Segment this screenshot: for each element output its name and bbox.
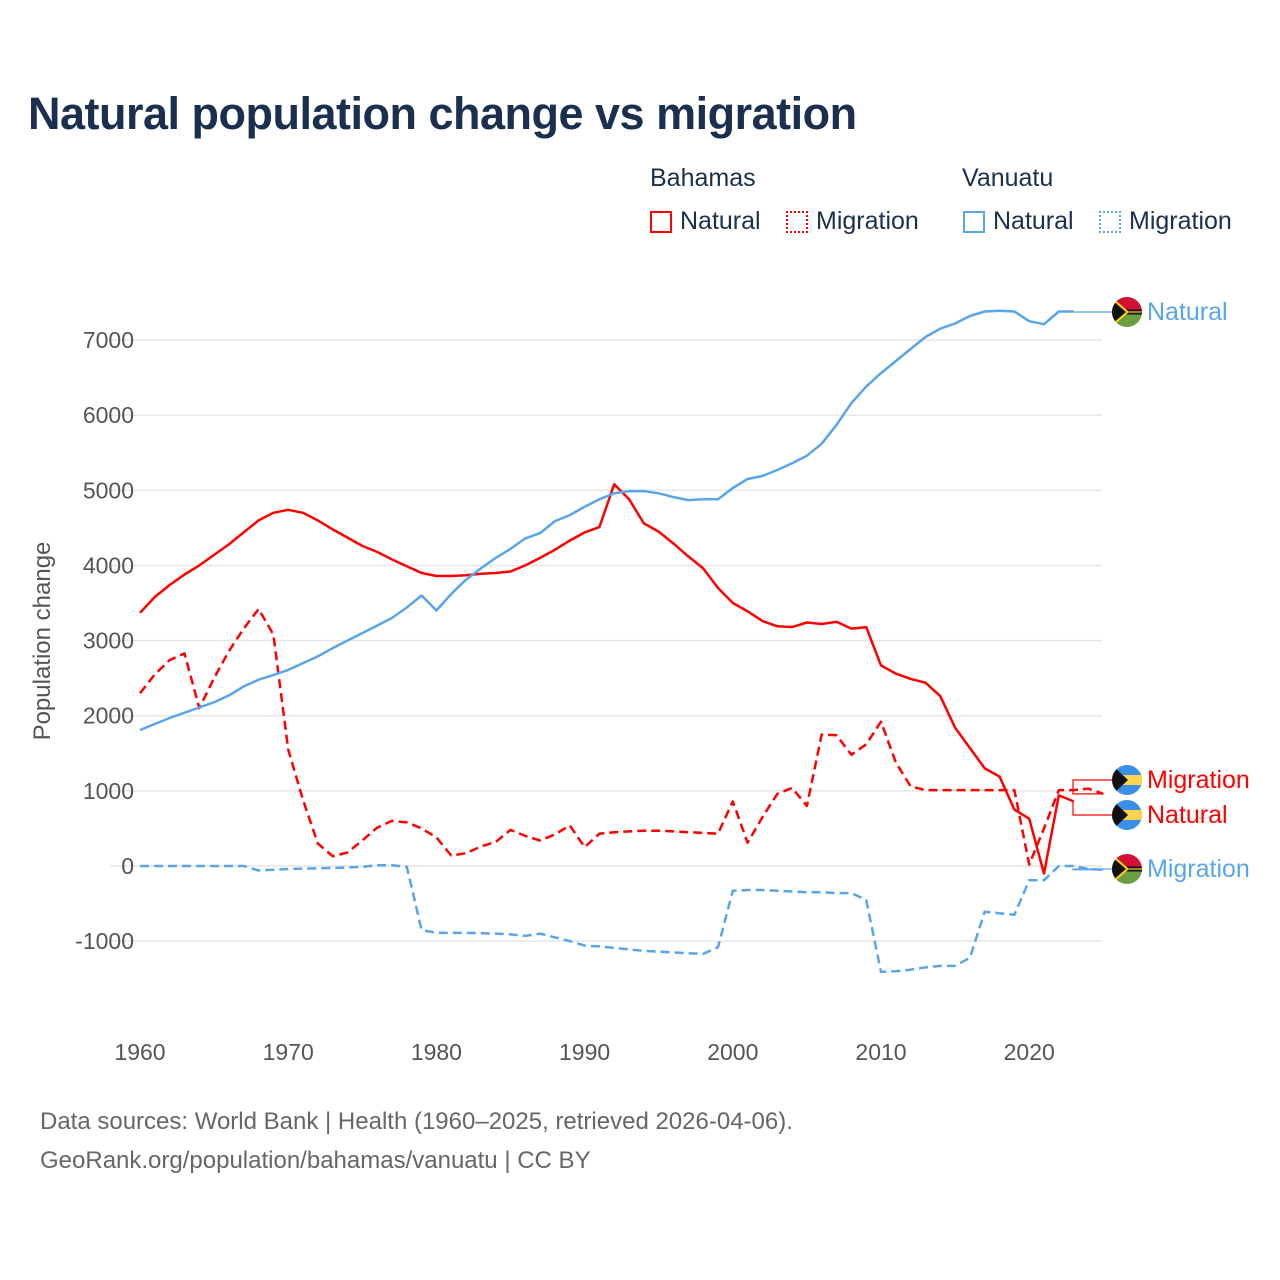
y-tick-label: 7000 [83,327,134,353]
y-tick-label: 2000 [83,703,134,729]
legend-label: Migration [816,207,919,235]
legend-group-vanuatu: Vanuatu [962,164,1054,192]
x-tick-label: 2010 [855,1039,906,1065]
y-tick-label: 4000 [83,552,134,578]
x-tick-label: 2020 [1004,1039,1055,1065]
legend-swatch-dotted-blue [1099,210,1121,233]
legend-label: Natural [993,207,1074,235]
y-tick-label: 3000 [83,628,134,654]
y-tick-label: 0 [121,853,134,879]
y-tick-label: 6000 [83,402,134,428]
series-end-label: Migration [1147,766,1250,794]
x-tick-label: 1970 [263,1039,314,1065]
legend-label: Natural [680,207,761,235]
legend-bahamas-natural[interactable]: Natural [650,207,761,236]
legend-vanuatu-natural[interactable]: Natural [963,207,1074,236]
y-tick-label: -1000 [75,928,134,954]
legend-swatch-solid-blue [963,210,985,233]
x-tick-label: 1960 [114,1039,165,1065]
x-tick-label: 2000 [707,1039,758,1065]
legend-label: Migration [1129,207,1232,235]
legend-swatch-solid-red [650,210,672,233]
source-note: Data sources: World Bank | Health (1960–… [40,1108,793,1135]
legend-vanuatu-migration[interactable]: Migration [1099,207,1232,236]
chart-title: Natural population change vs migration [28,88,857,139]
legend-group-bahamas: Bahamas [650,164,756,192]
series-end-label: Migration [1147,855,1250,883]
bahamas-flag-icon [1112,800,1142,830]
y-tick-label: 1000 [83,778,134,804]
series-end-label: Natural [1147,298,1228,326]
series-line-bahamas-natural [139,483,1075,875]
label-leader-line [1072,310,1113,313]
series-line-vanuatu-migration [140,863,1104,974]
label-leader-line [1072,868,1113,871]
legend-bahamas-migration[interactable]: Migration [786,207,919,236]
vanuatu-flag-icon [1112,297,1142,327]
x-tick-label: 1980 [411,1039,462,1065]
y-axis-label: Population change [29,542,56,741]
bahamas-flag-icon [1112,765,1142,795]
y-tick-label: 5000 [83,477,134,503]
legend-swatch-dotted-red [786,210,808,233]
series-line-bahamas-migration [139,607,1104,866]
source-link[interactable]: GeoRank.org/population/bahamas/vanuatu |… [40,1147,591,1174]
x-tick-label: 1990 [559,1039,610,1065]
series-end-label: Natural [1147,801,1228,829]
series-line-vanuatu-natural [139,309,1074,732]
label-leader-line [1072,779,1113,795]
label-leader-line [1072,800,1113,816]
vanuatu-flag-icon [1112,854,1142,884]
